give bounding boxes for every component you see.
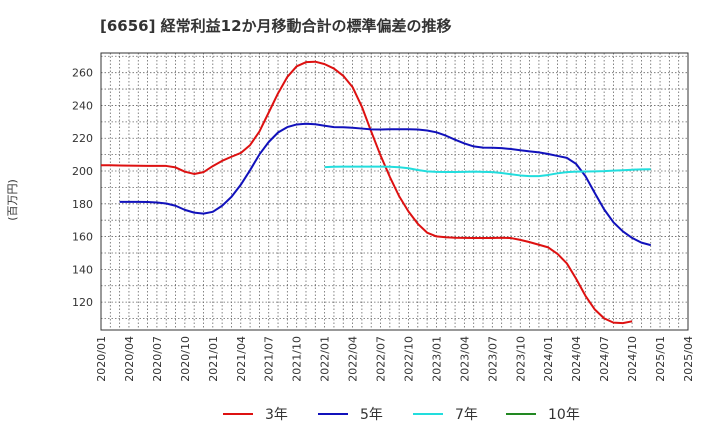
series-line-7年 bbox=[324, 165, 651, 178]
x-tick-label: 2020/10 bbox=[179, 336, 192, 382]
series-lines bbox=[101, 60, 651, 325]
y-axis-label: (百万円) bbox=[6, 179, 19, 221]
x-tick-label: 2023/07 bbox=[486, 336, 499, 382]
y-tick-label: 120 bbox=[72, 296, 93, 309]
legend-label-5年: 5年 bbox=[360, 407, 383, 423]
x-tick-label: 2021/04 bbox=[235, 336, 248, 382]
series-line-5年 bbox=[119, 122, 651, 247]
plot-area bbox=[100, 52, 689, 331]
x-tick-label: 2021/01 bbox=[207, 336, 220, 382]
x-tick-label: 2025/04 bbox=[682, 336, 695, 382]
x-tick-label: 2024/07 bbox=[598, 336, 611, 382]
x-tick-label: 2022/10 bbox=[402, 336, 415, 382]
legend-label-10年: 10年 bbox=[548, 407, 580, 423]
x-axis: 2020/01 2020/04 2020/07 2020/10 2021/01 2021/… bbox=[95, 336, 695, 382]
x-tick-label: 2023/01 bbox=[430, 336, 443, 382]
x-tick-label: 2024/10 bbox=[626, 336, 639, 382]
x-tick-label: 2020/04 bbox=[123, 336, 136, 382]
grid-lines bbox=[100, 53, 689, 330]
x-tick-label: 2021/10 bbox=[291, 336, 304, 382]
x-tick-label: 2022/04 bbox=[347, 336, 360, 382]
y-tick-label: 160 bbox=[72, 231, 93, 244]
x-tick-label: 2025/01 bbox=[654, 336, 667, 382]
x-tick-label: 2024/04 bbox=[570, 336, 583, 382]
x-tick-label: 2024/01 bbox=[542, 336, 555, 382]
legend-label-3年: 3年 bbox=[265, 407, 288, 423]
y-tick-label: 240 bbox=[72, 99, 93, 112]
x-tick-label: 2021/07 bbox=[263, 336, 276, 382]
y-tick-label: 180 bbox=[72, 198, 93, 211]
legend-label-7年: 7年 bbox=[455, 407, 478, 423]
y-tick-label: 220 bbox=[72, 132, 93, 145]
x-tick-label: 2020/07 bbox=[151, 336, 164, 382]
x-tick-label: 2022/07 bbox=[375, 336, 388, 382]
series-line-3年 bbox=[101, 60, 633, 325]
x-tick-label: 2023/10 bbox=[514, 336, 527, 382]
chart-title: [6656] 経常利益12か月移動合計の標準偏差の推移 bbox=[100, 17, 452, 35]
y-axis: 120 140 160 180 200 220 240 260 bbox=[72, 67, 93, 309]
y-tick-label: 260 bbox=[72, 67, 93, 80]
x-tick-label: 2022/01 bbox=[319, 336, 332, 382]
legend: 3年 5年 7年 10年 bbox=[223, 407, 580, 423]
x-tick-label: 2020/01 bbox=[95, 336, 108, 382]
x-tick-label: 2023/04 bbox=[458, 336, 471, 382]
y-tick-label: 140 bbox=[72, 263, 93, 276]
y-tick-label: 200 bbox=[72, 165, 93, 178]
